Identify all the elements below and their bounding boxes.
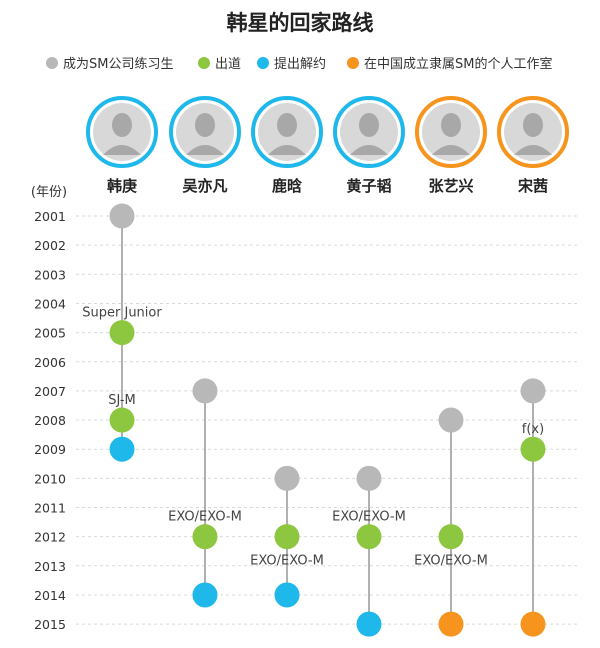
person-column: 吴亦凡 EXO/EXO-M [168, 96, 242, 608]
event-dot-terminate [192, 582, 218, 608]
event-dot-debut [274, 524, 300, 550]
event-dot-trainee [438, 407, 464, 433]
year-tick-2007: 2007 [34, 384, 66, 399]
event-dot-debut [109, 407, 135, 433]
event-dot-trainee [274, 465, 300, 491]
event-dot-debut [192, 524, 218, 550]
year-tick-2002: 2002 [34, 238, 66, 253]
person-name: 韩庚 [107, 177, 137, 195]
avatar-head-icon [523, 113, 543, 137]
avatar-body-icon [268, 145, 306, 155]
legend-marker-trainee [46, 57, 58, 69]
legend-label-studio: 在中国成立隶属SM的个人工作室 [364, 56, 552, 72]
year-tick-2010: 2010 [34, 471, 66, 486]
avatar-body-icon [186, 145, 224, 155]
person-name: 张艺兴 [428, 177, 473, 195]
year-tick-2001: 2001 [34, 209, 66, 224]
event-dot-trainee [356, 465, 382, 491]
event-dot-debut [520, 436, 546, 462]
y-axis-label: (年份) [31, 185, 67, 200]
year-tick-2012: 2012 [34, 530, 66, 545]
avatar-body-icon [432, 145, 470, 155]
event-dot-debut [438, 524, 464, 550]
event-dot-trainee [109, 203, 135, 229]
legend-label-debut: 出道 [215, 57, 241, 72]
grid-lines: 2001 2002 2003 2004 2005 2006 2007 2008 2009 2010… [34, 209, 578, 632]
year-tick-2009: 2009 [34, 442, 66, 457]
avatar-head-icon [359, 113, 379, 137]
chart-title: 韩星的回家路线 [227, 11, 374, 35]
event-label: EXO/EXO-M [414, 554, 488, 569]
legend-marker-terminate [257, 57, 269, 69]
year-tick-2014: 2014 [34, 588, 66, 603]
person-name: 黄子韬 [346, 177, 391, 195]
year-tick-2013: 2013 [34, 559, 66, 574]
year-tick-2011: 2011 [34, 501, 66, 516]
event-dot-trainee [520, 378, 546, 404]
person-name: 鹿晗 [272, 177, 302, 195]
person-column: 黄子韬 EXO/EXO-M [332, 96, 406, 637]
legend-marker-debut [198, 57, 210, 69]
event-label: f(x) [522, 422, 544, 437]
avatar-head-icon [112, 113, 132, 137]
legend-label-terminate: 提出解约 [274, 56, 326, 72]
year-tick-2015: 2015 [34, 617, 66, 632]
year-tick-2004: 2004 [34, 296, 66, 311]
person-column: 鹿晗 EXO/EXO-M [250, 96, 324, 608]
legend-label-trainee: 成为SM公司练习生 [63, 57, 173, 72]
event-dot-studio [438, 611, 464, 637]
event-dot-terminate [274, 582, 300, 608]
year-tick-2003: 2003 [34, 267, 66, 282]
people-columns: 韩庚 Super Junior SJ-M 吴亦凡 EXO/EXO-M 鹿晗 EXO/EXO-… [82, 96, 569, 637]
person-column: 张艺兴 EXO/EXO-M [414, 96, 488, 637]
event-dot-debut [356, 524, 382, 550]
event-label: SJ-M [108, 393, 136, 408]
event-label: EXO/EXO-M [332, 510, 406, 525]
avatar-body-icon [514, 145, 552, 155]
person-column: 宋茜 f(x) [497, 96, 569, 637]
person-name: 吴亦凡 [182, 177, 227, 195]
event-label: EXO/EXO-M [250, 554, 324, 569]
event-dot-terminate [109, 436, 135, 462]
avatar-body-icon [350, 145, 388, 155]
legend-marker-studio [347, 57, 359, 69]
avatar-head-icon [277, 113, 297, 137]
event-dot-trainee [192, 378, 218, 404]
year-tick-2008: 2008 [34, 413, 66, 428]
year-tick-2006: 2006 [34, 355, 66, 370]
person-column: 韩庚 Super Junior SJ-M [82, 96, 162, 462]
event-label: Super Junior [82, 306, 162, 321]
avatar-body-icon [103, 145, 141, 155]
person-name: 宋茜 [517, 177, 548, 195]
event-dot-terminate [356, 611, 382, 637]
year-tick-2005: 2005 [34, 326, 66, 341]
event-label: EXO/EXO-M [168, 510, 242, 525]
avatar-head-icon [441, 113, 461, 137]
event-dot-studio [520, 611, 546, 637]
avatar-head-icon [195, 113, 215, 137]
event-dot-debut [109, 320, 135, 346]
legend: 成为SM公司练习生 出道 提出解约 在中国成立隶属SM的个人工作室 [46, 56, 552, 72]
